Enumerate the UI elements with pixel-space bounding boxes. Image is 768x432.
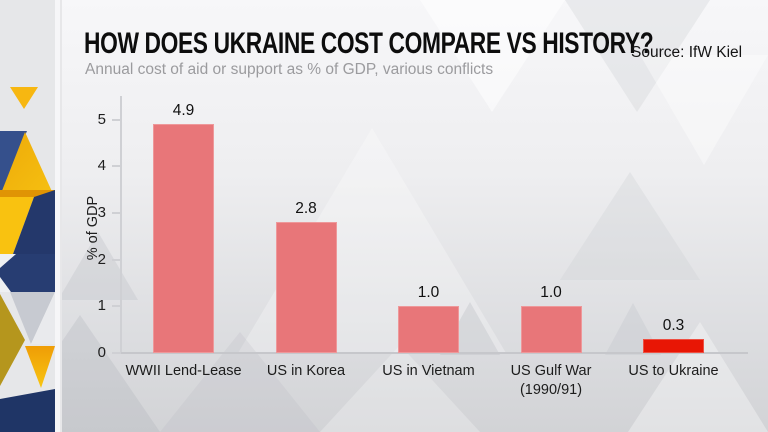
bar-us-gulf-war-1990-91 — [520, 306, 582, 353]
sidebar-decoration — [0, 0, 62, 432]
value-label-us-gulf-war-1990-91: 1.0 — [540, 284, 562, 301]
y-tick-label: 3 — [97, 203, 106, 221]
y-tick-label: 4 — [97, 157, 106, 175]
value-label-wwii-lend-lease: 4.9 — [172, 102, 195, 119]
bar-us-to-ukraine — [643, 339, 704, 353]
y-tick-mark — [112, 118, 121, 121]
bar-wwii-lend-lease — [153, 124, 214, 353]
value-label-us-in-korea: 2.8 — [295, 200, 317, 217]
y-tick-mark — [112, 258, 121, 261]
category-label-us-to-ukraine: US to Ukraine — [628, 363, 719, 379]
y-tick-mark — [112, 305, 121, 308]
y-tick-label: 1 — [97, 297, 106, 315]
y-tick-mark — [112, 352, 121, 354]
category-label-us-gulf-war-1990-91: US Gulf War (1990/91) — [510, 363, 592, 399]
category-label-us-in-korea: US in Korea — [266, 363, 346, 379]
y-axis-line — [120, 96, 122, 354]
y-tick-mark — [112, 211, 121, 214]
page-title: HOW DOES UKRAINE COST COMPARE VS HISTORY… — [84, 27, 654, 60]
y-tick-label: 0 — [97, 344, 106, 361]
bar-us-in-vietnam — [398, 306, 459, 353]
gold-triangle-icon — [10, 87, 38, 109]
page-subtitle: Annual cost of aid or support as % of GD… — [85, 61, 494, 78]
value-label-us-to-ukraine: 0.3 — [662, 317, 685, 334]
value-label-us-in-vietnam: 1.0 — [417, 284, 440, 301]
category-label-us-in-vietnam: US in Vietnam — [382, 363, 475, 379]
bar-us-in-korea — [275, 222, 337, 353]
x-axis-line — [118, 352, 748, 354]
y-tick-label: 2 — [97, 250, 106, 268]
source-attribution: Source: IfW Kiel — [631, 44, 743, 61]
y-tick-mark — [112, 165, 121, 168]
category-label-wwii-lend-lease: WWII Lend-Lease — [125, 363, 242, 379]
y-tick-label: 5 — [97, 110, 106, 128]
